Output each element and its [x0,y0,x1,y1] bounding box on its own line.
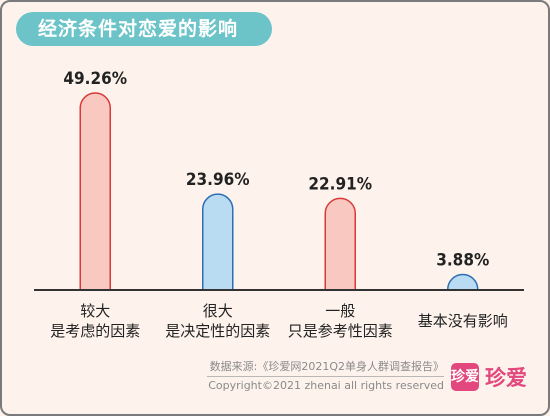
category-label-3-line-2: 只是参考性因素 [288,322,393,340]
category-label-2-line-2: 是决定性的因素 [165,322,270,340]
category-label-2-line-1: 很大 [203,302,233,320]
bar-1 [79,92,111,306]
value-label-3: 22.91% [308,174,372,194]
category-label-3-line-1: 一般 [325,302,355,320]
zhenai-logo: 珍爱 珍爱 [451,362,527,392]
value-label-1: 49.26% [63,69,127,89]
value-label-4: 3.88% [436,250,489,270]
category-label-4-line-1: 基本没有影响 [418,312,508,330]
footer-divider [207,376,444,377]
axis-mask [34,291,524,313]
logo-text: 珍爱 [485,366,527,390]
logo-badge: 珍爱 [451,363,479,391]
category-label-1-line-1: 较大 [80,302,110,320]
copyright-text: Copyright©2021 zhenai all rights reserve… [208,379,444,392]
value-label-2: 23.96% [186,170,250,190]
bar-2 [202,193,234,306]
chart-title: 经济条件对恋爱的影响 [16,12,273,46]
category-label-1-line-2: 是考虑的因素 [50,322,140,340]
data-source: 数据来源:《珍爱网2021Q2单身人群调查报告》 [209,360,444,373]
